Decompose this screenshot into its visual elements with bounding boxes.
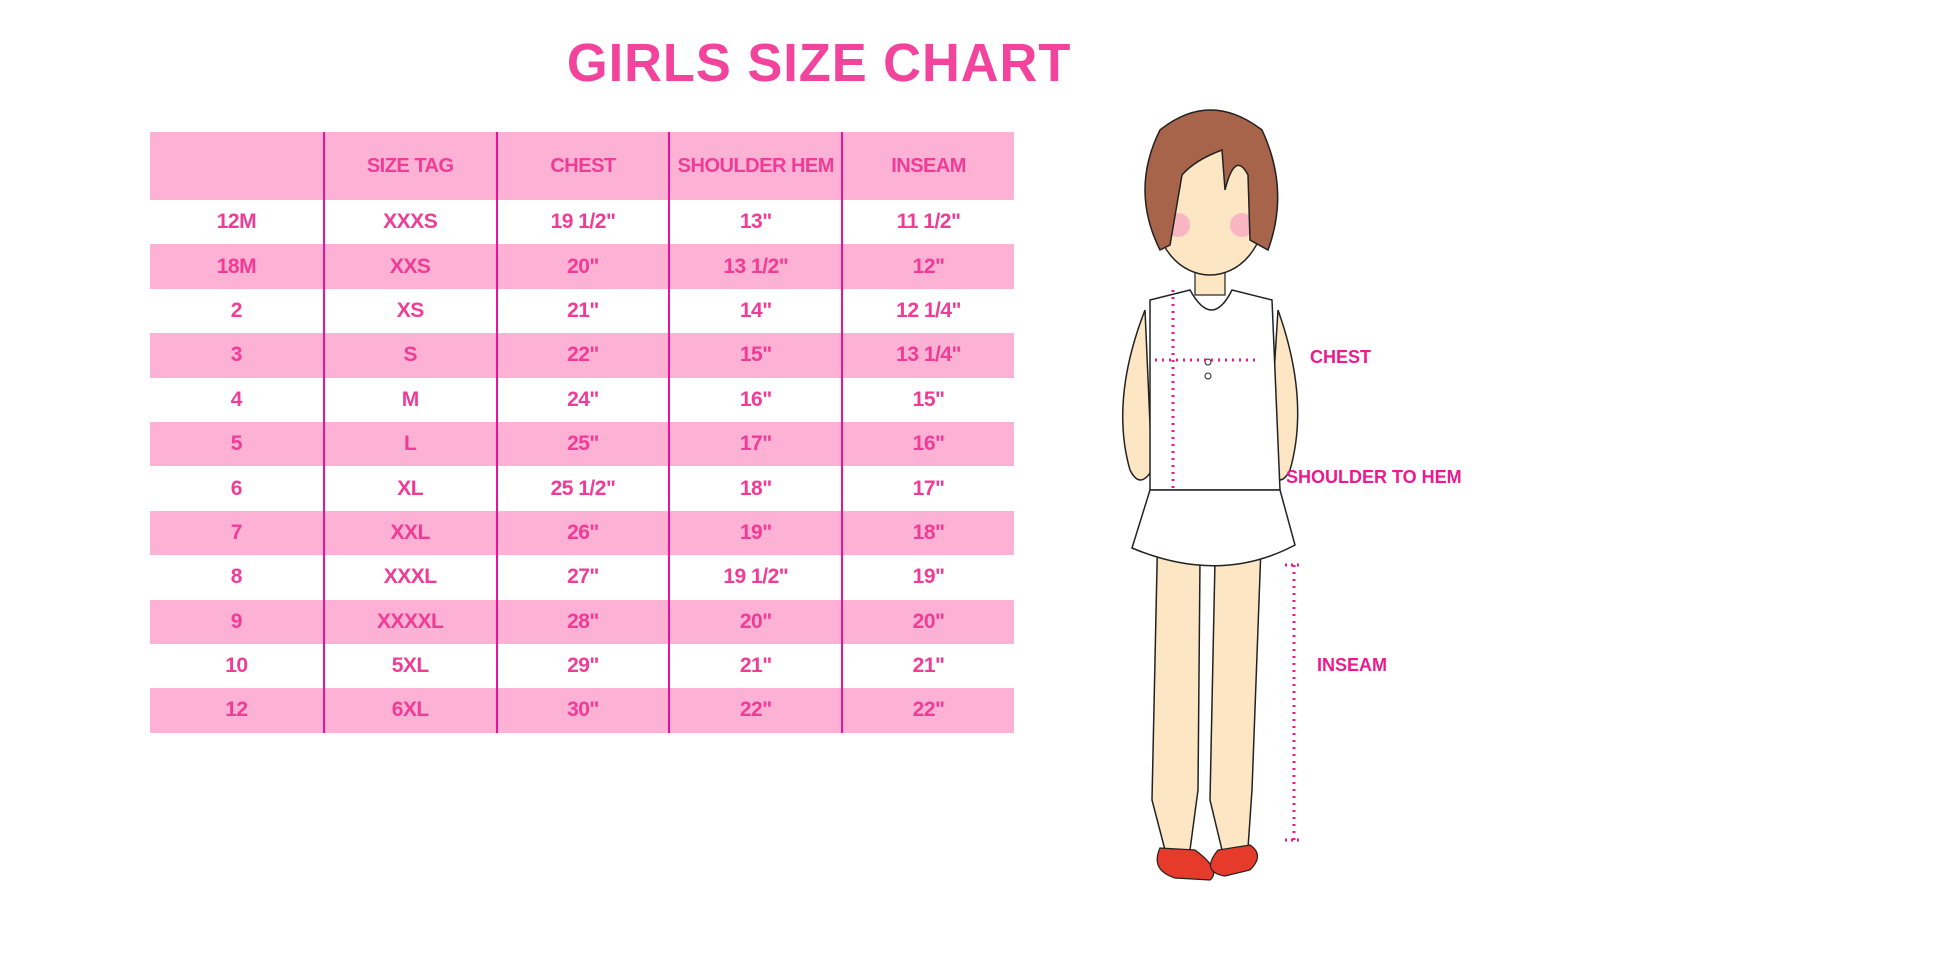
table-cell: 13 1/4" <box>841 333 1014 378</box>
table-cell: 15" <box>668 333 841 378</box>
table-cell: 14" <box>668 288 841 334</box>
table-cell: 21" <box>668 643 841 689</box>
table-cell: 25" <box>495 421 669 467</box>
table-cell: 29" <box>495 643 669 689</box>
table-cell: S <box>322 333 496 378</box>
table-cell: 13 1/2" <box>668 244 841 289</box>
table-cell: 22" <box>668 688 841 733</box>
table-cell: 20" <box>841 599 1014 644</box>
table-row: 10 5XL 29" 21" 21" <box>150 643 1014 689</box>
table-cell: 16" <box>841 421 1014 467</box>
table-row: 3 S 22" 15" 13 1/4" <box>150 333 1014 378</box>
table-cell: 21" <box>841 643 1014 689</box>
table-cell: XXS <box>322 244 496 289</box>
table-cell: 2 <box>230 298 243 322</box>
table-row: 9 XXXXL 28" 20" 20" <box>150 599 1014 644</box>
table-cell: 22" <box>495 333 669 378</box>
table-cell: L <box>322 421 496 467</box>
table-cell: 22" <box>841 688 1014 733</box>
table-cell: 19" <box>841 555 1014 600</box>
table-cell: 13" <box>668 200 841 245</box>
table-cell: 18M <box>216 254 257 278</box>
shoulder-to-hem-label: SHOULDER TO HEM <box>1286 467 1462 487</box>
inseam-label: INSEAM <box>1317 655 1388 675</box>
table-row: 7 XXL 26" 19" 18" <box>150 510 1014 556</box>
column-header <box>150 132 323 200</box>
table-row: 12 6XL 30" 22" 22" <box>150 688 1014 733</box>
girl-illustration <box>1122 109 1303 881</box>
table-cell: 10 <box>225 654 248 678</box>
table-cell: 6 <box>230 476 243 500</box>
table-cell: 5 <box>230 432 243 456</box>
table-cell: 5XL <box>322 643 496 689</box>
table-cell: 19 1/2" <box>668 555 841 600</box>
column-header: SHOULDER HEM <box>668 132 841 200</box>
table-cell: 18" <box>841 510 1014 556</box>
table-cell: 18" <box>668 466 841 511</box>
table-cell: XXXL <box>322 555 496 600</box>
table-cell: 6XL <box>322 688 496 733</box>
table-cell: 12" <box>841 244 1014 289</box>
chest-label: CHEST <box>1310 347 1372 367</box>
table-cell: 20" <box>668 599 841 644</box>
table-cell: 12M <box>216 210 257 234</box>
size-table: SIZE TAG CHEST SHOULDER HEM INSEAM 12M XXXS 19… <box>150 132 1014 733</box>
table-cell: XL <box>322 466 496 511</box>
table-cell: 12 1/4" <box>841 288 1014 334</box>
table-cell: 16" <box>668 377 841 422</box>
column-header: SIZE TAG <box>322 132 496 200</box>
table-row: 2 XS 21" 14" 12 1/4" <box>150 288 1014 334</box>
page-title: GIRLS SIZE CHART <box>566 33 1072 93</box>
table-cell: 21" <box>495 288 669 334</box>
table-cell: 20" <box>495 244 669 289</box>
column-header: CHEST <box>495 132 669 200</box>
table-cell: XS <box>322 288 496 334</box>
table-row: 12M XXXS 19 1/2" 13" 11 1/2" <box>150 200 1014 245</box>
table-cell: 8 <box>230 565 243 589</box>
table-cell: 17" <box>841 466 1014 511</box>
table-row: 6 XL 25 1/2" 18" 17" <box>150 466 1014 511</box>
table-cell: 19 1/2" <box>495 200 669 245</box>
table-row: 8 XXXL 27" 19 1/2" 19" <box>150 555 1014 600</box>
table-cell: M <box>322 377 496 422</box>
table-header-row: SIZE TAG CHEST SHOULDER HEM INSEAM <box>150 132 1014 200</box>
table-cell: 19" <box>668 510 841 556</box>
table-cell: 7 <box>230 520 243 544</box>
table-cell: 17" <box>668 421 841 467</box>
table-cell: 9 <box>230 609 243 633</box>
table-cell: 27" <box>495 555 669 600</box>
table-cell: XXXS <box>322 200 496 245</box>
table-cell: 24" <box>495 377 669 422</box>
table-cell: 12 <box>225 698 248 722</box>
table-cell: 11 1/2" <box>841 200 1014 245</box>
table-row: 4 M 24" 16" 15" <box>150 377 1014 422</box>
table-cell: 28" <box>495 599 669 644</box>
table-cell: 3 <box>230 343 243 367</box>
table-cell: XXXXL <box>322 599 496 644</box>
column-header: INSEAM <box>841 132 1014 200</box>
table-cell: 30" <box>495 688 669 733</box>
table-cell: XXL <box>322 510 496 556</box>
table-cell: 15" <box>841 377 1014 422</box>
table-cell: 4 <box>230 387 243 411</box>
table-cell: 26" <box>495 510 669 556</box>
table-cell: 25 1/2" <box>495 466 669 511</box>
table-row: 18M XXS 20" 13 1/2" 12" <box>150 244 1014 289</box>
table-row: 5 L 25" 17" 16" <box>150 421 1014 467</box>
